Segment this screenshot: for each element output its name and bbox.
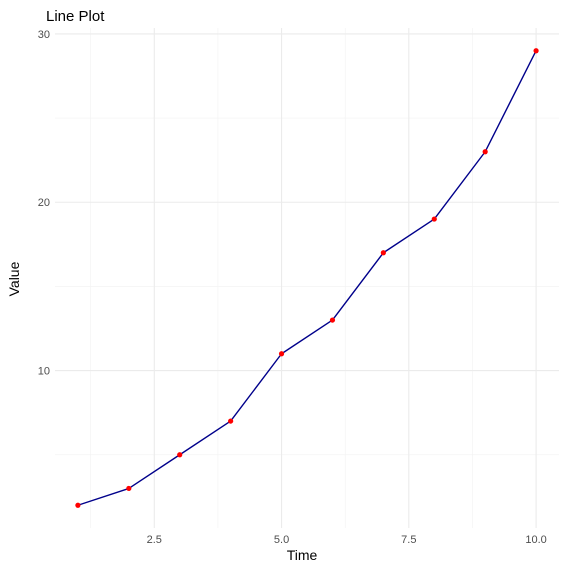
y-tick-label: 10 — [38, 366, 50, 378]
y-tick-label: 20 — [38, 197, 50, 209]
x-tick-label: 2.5 — [147, 534, 162, 546]
y-axis-title: Value — [6, 261, 22, 296]
data-point — [126, 485, 132, 492]
x-axis-title: Time — [287, 547, 318, 563]
data-point — [278, 351, 285, 357]
data-point — [533, 48, 539, 54]
series-layer — [75, 48, 539, 508]
series-line — [77, 50, 537, 506]
y-tick-label: 30 — [38, 29, 50, 41]
grid-layer — [55, 28, 559, 528]
data-point — [228, 418, 234, 424]
data-point — [75, 502, 81, 508]
data-point — [177, 452, 183, 458]
x-tick-label: 5.0 — [274, 534, 289, 546]
chart-title: Line Plot — [46, 8, 105, 25]
data-point — [431, 216, 437, 222]
data-point — [482, 149, 488, 155]
x-tick-label: 7.5 — [401, 534, 416, 546]
x-tick-label: 10.0 — [525, 534, 546, 546]
data-point — [380, 250, 386, 256]
tick-labels: 2.5 5.0 7.5 10.0 10 20 30 — [38, 29, 547, 546]
data-point — [329, 317, 336, 323]
